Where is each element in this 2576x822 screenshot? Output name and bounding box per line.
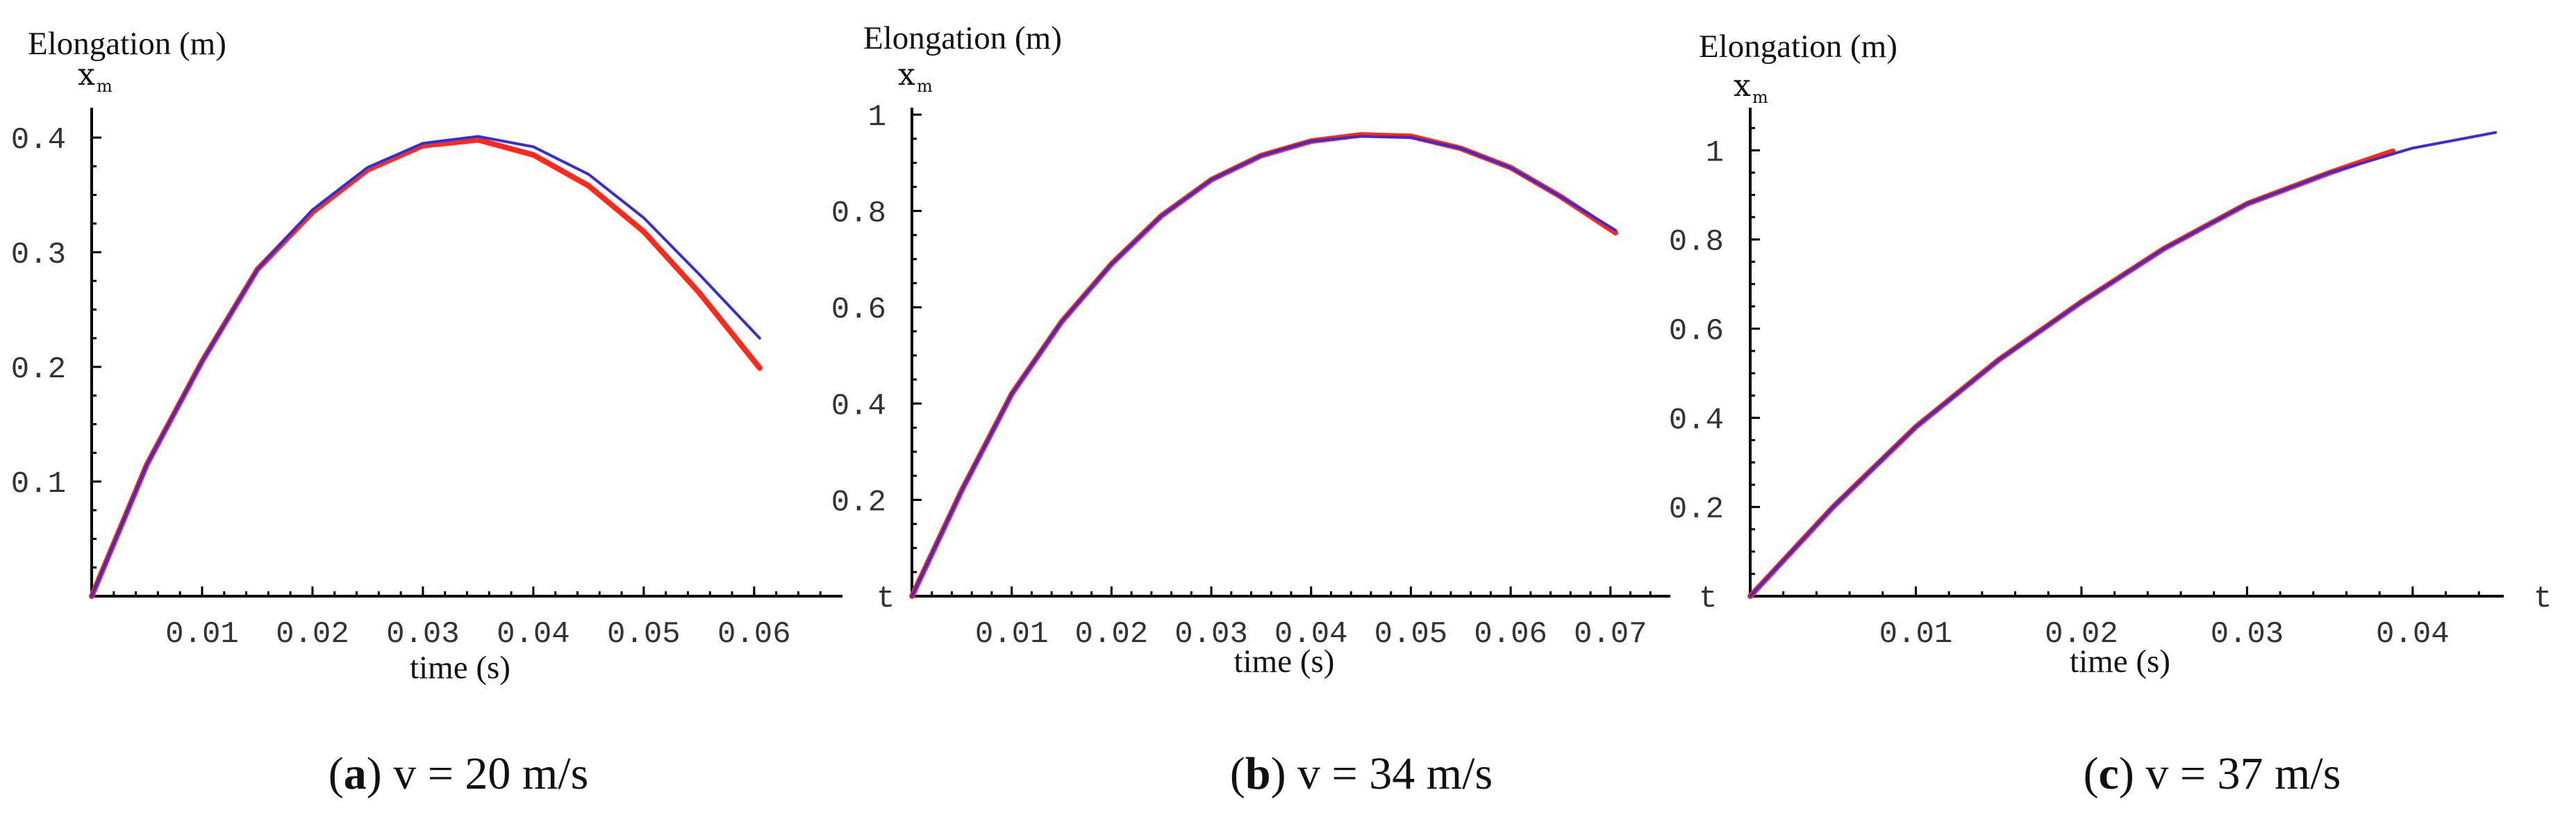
x-tick-label: 0.04 — [497, 617, 570, 652]
series-line-blue — [1749, 131, 2498, 598]
chart-title: Elongation (m) — [863, 20, 1062, 56]
x-tick-label: 0.07 — [1574, 617, 1647, 652]
chart-title: Elongation (m) — [1699, 28, 1897, 65]
y-tick-label: 1 — [868, 100, 886, 135]
y-tick-label: 0.6 — [1669, 314, 1724, 349]
x-tick-label: 0.04 — [2376, 617, 2450, 652]
y-tick-label: 0.4 — [831, 389, 886, 424]
caption-close-paren: ) — [1271, 748, 1286, 799]
chart-panel-c: Elongation (m)x m 0.2 0.4 0.6 0.8 1 0.01 0.02 0.0… — [1669, 28, 2552, 799]
y-tick-label: 0.2 — [1669, 493, 1724, 527]
panel-caption: (a) v = 20 m/s — [329, 748, 589, 799]
x-axis-end-t-label: t — [2534, 582, 2552, 616]
x-tick-label: 0.02 — [1075, 617, 1149, 652]
series-line-blue — [911, 135, 1617, 598]
caption-letter: c — [2099, 748, 2119, 799]
y-tick-label: 0.4 — [11, 123, 66, 158]
caption-text: v = 37 m/s — [2134, 748, 2341, 799]
x-tick-label: 0.03 — [2211, 617, 2284, 652]
caption-letter: a — [344, 748, 367, 799]
chart-title: Elongation (m) — [28, 26, 226, 62]
x-tick-label: 0.01 — [975, 617, 1049, 652]
y-axis-label-subscript: m — [1752, 88, 1768, 107]
y-tick-label: 0.3 — [11, 238, 66, 272]
x-axis-label: time (s) — [1234, 643, 1335, 680]
y-tick-label: 0.1 — [11, 467, 66, 502]
x-tick-label: 0.06 — [717, 617, 791, 652]
y-tick-label: 0.4 — [1669, 403, 1724, 438]
y-axis-label: x — [78, 57, 95, 92]
panel-caption: (c) v = 37 m/s — [2084, 748, 2341, 799]
y-axis-label-subscript: m — [97, 76, 113, 96]
y-tick-label: 1 — [1706, 135, 1724, 170]
series-line-red — [89, 137, 763, 599]
caption-open-paren: ( — [329, 748, 344, 799]
x-axis-label: time (s) — [2070, 643, 2170, 680]
x-tick-label: 0.02 — [276, 617, 349, 652]
x-tick-label: 0.05 — [607, 617, 681, 652]
y-tick-label: 0.6 — [831, 293, 886, 327]
x-tick-label: 0.02 — [2045, 617, 2118, 652]
caption-close-paren: ) — [367, 748, 382, 799]
y-axis-label: x — [1734, 68, 1751, 104]
series-line-blue — [90, 135, 761, 598]
origin-t-label: t — [1699, 582, 1717, 616]
caption-open-paren: ( — [2084, 748, 2099, 799]
y-tick-label: 0.8 — [831, 197, 886, 231]
x-tick-label: 0.06 — [1474, 617, 1547, 652]
caption-text: v = 34 m/s — [1286, 748, 1493, 799]
origin-t-label: t — [876, 582, 895, 616]
y-tick-label: 0.2 — [11, 352, 66, 387]
x-tick-label: 0.03 — [1174, 617, 1248, 652]
x-axis-label: time (s) — [410, 650, 510, 686]
series-line-red — [909, 132, 1618, 599]
y-axis-label-subscript: m — [917, 76, 933, 96]
panel-caption: (b) v = 34 m/s — [1230, 748, 1493, 799]
series-line-red — [1747, 148, 2396, 599]
x-tick-label: 0.01 — [1879, 617, 1953, 652]
y-axis-label: x — [898, 57, 915, 92]
x-tick-label: 0.05 — [1374, 617, 1448, 652]
y-tick-label: 0.8 — [1669, 225, 1724, 260]
x-tick-label: 0.03 — [386, 617, 460, 652]
caption-letter: b — [1245, 748, 1271, 799]
y-tick-label: 0.2 — [831, 485, 886, 520]
caption-open-paren: ( — [1230, 748, 1245, 799]
chart-panel-b: Elongation (m)x m 0.2 0.4 0.6 0.8 1 0.01 0.02 0.0… — [831, 20, 1670, 799]
caption-text: v = 20 m/s — [382, 748, 589, 799]
chart-panel-a: Elongation (m)x m 0.1 0.2 0.3 0.4 0.01 0.02 0.03… — [11, 26, 842, 799]
x-tick-label: 0.04 — [1274, 617, 1348, 652]
x-tick-label: 0.01 — [165, 617, 239, 652]
caption-close-paren: ) — [2119, 748, 2134, 799]
